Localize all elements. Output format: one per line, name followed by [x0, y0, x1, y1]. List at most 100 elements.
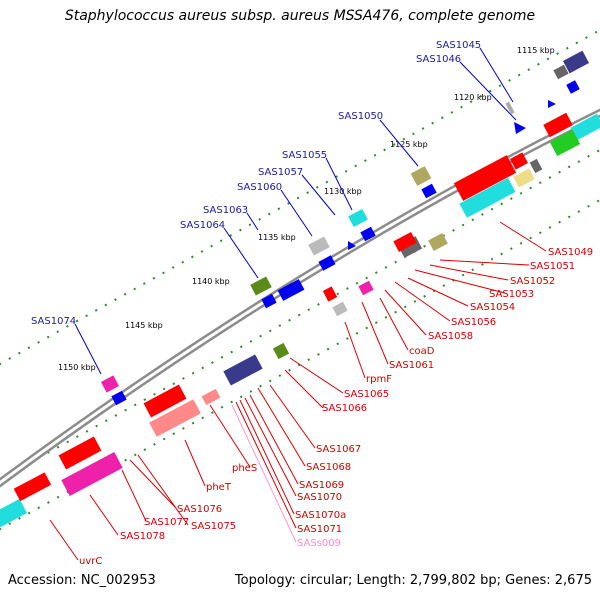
kbp-label: 1145 kbp [125, 321, 163, 330]
connector [223, 227, 259, 279]
connector [289, 357, 344, 394]
gene-label: SAS1053 [489, 289, 534, 300]
gene-box [421, 183, 437, 199]
connector [499, 221, 547, 252]
genome-title: Staphylococcus aureus subsp. aureus MSSA… [64, 8, 536, 24]
gene-label: SAS1061 [389, 360, 434, 371]
gene-box [549, 129, 581, 157]
dotted-band-3 [0, 199, 600, 531]
kbp-label: 1140 kbp [192, 277, 230, 286]
gene-label: coaD [409, 346, 435, 357]
gene-box [566, 80, 580, 94]
connector [284, 369, 324, 409]
connector [89, 494, 119, 536]
gene-box [553, 64, 569, 80]
connector [479, 47, 514, 103]
gene-box [513, 168, 535, 188]
gene-label: SAS1076 [177, 504, 222, 515]
connector [384, 289, 427, 336]
gene-box [543, 112, 573, 138]
connector [244, 397, 297, 497]
gene-label: rpmF [366, 374, 392, 385]
connector [249, 394, 299, 485]
connector [184, 439, 206, 487]
gene-box [261, 293, 277, 309]
gene-label: SASs009 [297, 538, 341, 549]
gene-label: SAS1075 [191, 521, 236, 532]
kbp-label: 1135 kbp [258, 233, 296, 242]
connector [344, 321, 366, 379]
connector [379, 297, 409, 351]
gene-box [322, 286, 338, 302]
connector [137, 454, 189, 526]
connector [246, 212, 259, 231]
gene-label: SAS1056 [451, 317, 496, 328]
connector [49, 519, 79, 561]
gene-box [143, 384, 187, 418]
connector [235, 401, 297, 529]
gene-box [58, 436, 102, 470]
connector [257, 387, 306, 467]
kbp-label: 1150 kbp [58, 363, 96, 372]
gene-box [360, 226, 376, 242]
gene-label: SAS1058 [428, 331, 473, 342]
gene-arrow [348, 241, 356, 250]
gene-box [201, 388, 221, 406]
kbp-label: 1125 kbp [390, 140, 428, 149]
gene-box [223, 354, 263, 386]
gene-label: SAS1065 [344, 389, 389, 400]
gene-box [505, 101, 515, 115]
gene-box [410, 166, 432, 186]
connector [74, 323, 102, 375]
connector [231, 404, 297, 543]
connector [209, 404, 251, 468]
gene-label: SAS1074 [31, 316, 76, 327]
gene-label: SAS1066 [322, 403, 367, 414]
gene-box [332, 301, 348, 317]
gene-label: SAS1071 [297, 524, 342, 535]
gene-box [149, 399, 201, 437]
gene-box [111, 390, 127, 406]
dotted-band-2 [0, 149, 600, 481]
gene-label: SAS1051 [530, 261, 575, 272]
gene-label: SAS1070 [297, 492, 342, 503]
gene-label: SAS1070a [295, 510, 346, 521]
gene-box [563, 50, 589, 74]
connector [414, 269, 506, 294]
gene-label: pheS [232, 463, 257, 474]
gene-label: SAS1078 [120, 531, 165, 542]
gene-label: uvrC [79, 556, 102, 567]
gene-arrow [514, 122, 526, 134]
gene-label: SAS1063 [203, 205, 248, 216]
connector [407, 277, 469, 307]
gene-label: SAS1046 [416, 54, 461, 65]
kbp-label: 1115 kbp [517, 46, 555, 55]
gene-box [393, 232, 417, 252]
gene-label: SAS1057 [258, 167, 303, 178]
gene-box [13, 472, 52, 502]
connector [379, 119, 419, 167]
connector [429, 264, 509, 281]
gene-box [101, 375, 119, 393]
gene-box [348, 208, 368, 228]
gene-label: pheT [206, 482, 232, 493]
inner-gene-label-text: SAS1049 SAS1051 SAS1052 SAS1053 SAS1054 … [79, 247, 593, 567]
connector [280, 189, 313, 237]
gene-box [510, 152, 528, 170]
gene-label: SAS1064 [180, 220, 225, 231]
connector [269, 384, 316, 449]
gene-label: SAS1054 [470, 302, 515, 313]
gene-box [428, 232, 448, 252]
gene-label: SAS1049 [548, 247, 593, 258]
kbp-label: 1120 kbp [454, 93, 492, 102]
gene-label: SAS1052 [510, 276, 555, 287]
connector [121, 469, 147, 522]
outer-gene-labels [74, 47, 517, 375]
gene-label: SAS1050 [338, 111, 383, 122]
connector [301, 174, 336, 216]
gene-label: SAS1060 [237, 182, 282, 193]
connector [129, 459, 177, 509]
gene-box [61, 451, 123, 497]
